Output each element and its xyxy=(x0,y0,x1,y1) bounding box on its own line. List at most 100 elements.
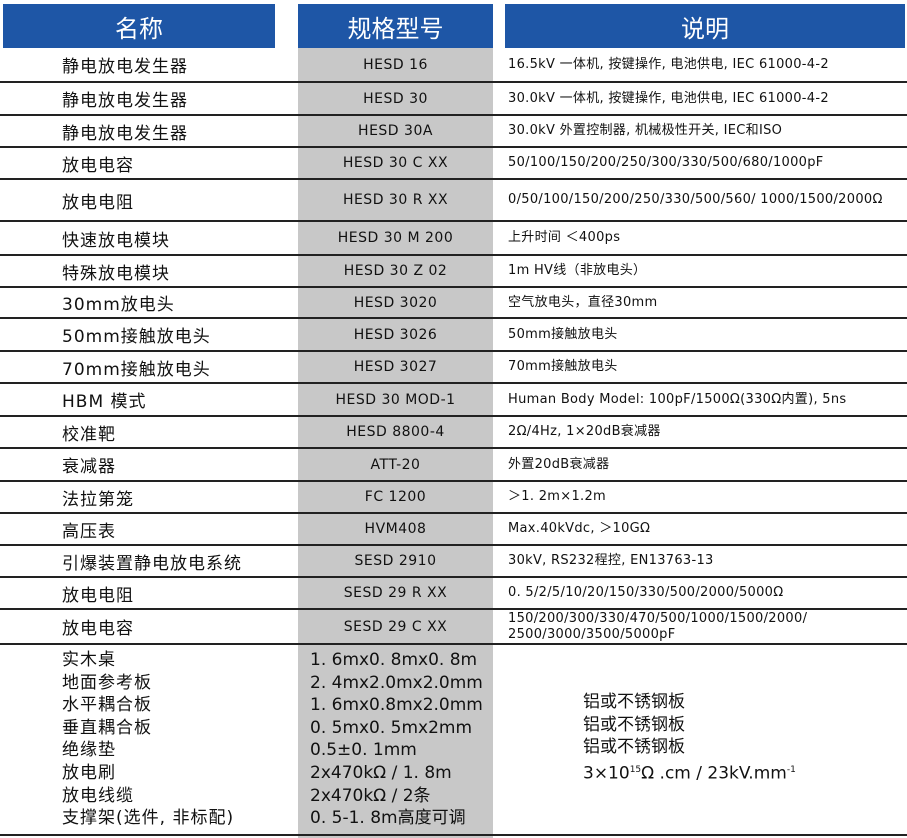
accessory-notes: 铝或不锈钢板 铝或不锈钢板 铝或不锈钢板 3×1015Ω .cm / 23kV.… xyxy=(583,691,796,785)
item-name: 静电放电发生器 xyxy=(62,91,188,111)
item-description: 30kV, RS232程控, EN13763-13 xyxy=(508,553,714,568)
item-model: HESD 3026 xyxy=(353,326,438,343)
table-row: 放电电容 HESD 30 C XX 50/100/150/200/250/300/3… xyxy=(0,148,907,180)
item-name: 放电电阻 xyxy=(62,585,134,606)
table-row: 衰减器 ATT-20 外置20dB衰减器 xyxy=(0,449,907,482)
item-description: 50/100/150/200/250/300/330/500/680/1000p… xyxy=(508,155,824,170)
header-description: 说明 xyxy=(505,4,905,48)
table-row: 静电放电发生器 HESD 16 16.5kV 一体机, 按键操作, 电池供电, IE… xyxy=(0,48,907,83)
item-name: 引爆装置静电放电系统 xyxy=(62,553,242,574)
accessory-spec: 1. 6mx0. 8mx0. 8m xyxy=(310,650,478,670)
item-model: HESD 30 R XX xyxy=(342,192,449,208)
table-row: 放电电阻 HESD 30 R XX 0/50/100/150/200/250/330… xyxy=(0,180,907,222)
item-name: 衰减器 xyxy=(62,457,116,477)
table-row: 静电放电发生器 HESD 30A 30.0kV 外置控制器, 机械极性开关, IEC… xyxy=(0,116,907,148)
item-name: 特殊放电模块 xyxy=(62,263,170,284)
table-row: 法拉第笼 FC 1200 ＞1. 2m×1.2m xyxy=(0,482,907,514)
item-name: 放电电容 xyxy=(62,619,134,639)
item-description: 16.5kV 一体机, 按键操作, 电池供电, IEC 61000-4-2 xyxy=(508,56,829,72)
note: 铝或不锈钢板 xyxy=(583,692,685,712)
item-description: 70mm接触放电头 xyxy=(508,359,618,374)
item-model: SESD 29 R XX xyxy=(343,585,448,601)
item-description: 1m HV线（非放电头） xyxy=(508,263,647,278)
item-description: 50mm接触放电头 xyxy=(508,326,618,342)
item-model: HESD 30 Z 02 xyxy=(343,263,448,279)
accessory-name: 地面参考板 xyxy=(62,672,152,693)
item-description: 30.0kV 外置控制器, 机械极性开关, IEC和ISO xyxy=(508,123,783,138)
table-row: 静电放电发生器 HESD 30 30.0kV 一体机, 按键操作, 电池供电, IE… xyxy=(0,83,907,116)
item-name: 70mm接触放电头 xyxy=(62,359,211,380)
item-name: 法拉第笼 xyxy=(62,489,134,510)
accessory-spec: 2. 4mx2.0mx2.0mm xyxy=(310,672,483,693)
item-name: HBM 模式 xyxy=(62,392,147,412)
item-description: 150/200/300/330/470/500/1000/1500/2000/ … xyxy=(508,610,808,642)
item-model: SESD 29 C XX xyxy=(343,618,448,635)
accessories-row: 实木桌 地面参考板 水平耦合板 垂直耦合板 绝缘垫 放电刷 放电线缆 支撑架(选件, 非标配)… xyxy=(0,645,907,836)
accessory-name: 放电刷 xyxy=(62,762,116,783)
resistivity-note: 3×1015Ω .cm / 23kV.mm-1 xyxy=(583,763,796,784)
item-model: HESD 3027 xyxy=(353,359,438,375)
accessory-names: 实木桌 地面参考板 水平耦合板 垂直耦合板 绝缘垫 放电刷 放电线缆 支撑架(选件, 非标配) xyxy=(62,649,234,830)
accessory-specs: 1. 6mx0. 8mx0. 8m 2. 4mx2.0mx2.0mm 1. 6mx0… xyxy=(310,649,483,830)
table-row: 快速放电模块 HESD 30 M 200 上升时间 ＜400ps xyxy=(0,222,907,256)
item-model: HESD 30 C XX xyxy=(342,155,449,171)
item-description: 2Ω/4Hz, 1×20dB衰减器 xyxy=(508,424,661,439)
accessory-name: 绝缘垫 xyxy=(62,740,116,761)
header-name: 名称 xyxy=(3,4,275,48)
table-row: 30mm放电头 HESD 3020 空气放电头，直径30mm xyxy=(0,288,907,319)
item-model: HESD 30 xyxy=(363,90,428,107)
item-name: 校准靶 xyxy=(62,424,116,445)
item-description: ＞1. 2m×1.2m xyxy=(508,489,607,504)
table-row: 特殊放电模块 HESD 30 Z 02 1m HV线（非放电头） xyxy=(0,256,907,288)
table-row: 校准靶 HESD 8800-4 2Ω/4Hz, 1×20dB衰减器 xyxy=(0,417,907,449)
item-description: 0/50/100/150/200/250/330/500/560/ 1000/1… xyxy=(508,192,883,207)
table-row: 放电电容 SESD 29 C XX 150/200/300/330/470/500/… xyxy=(0,610,907,645)
item-model: HESD 30 M 200 xyxy=(337,230,454,246)
accessory-spec: 1. 6mx0.8mx2.0mm xyxy=(310,695,483,716)
table-row: 放电电阻 SESD 29 R XX 0. 5/2/5/10/20/150/330/5… xyxy=(0,578,907,610)
accessory-name: 实木桌 xyxy=(62,650,116,670)
item-name: 静电放电发生器 xyxy=(62,123,188,144)
item-name: 放电电容 xyxy=(62,155,134,176)
accessory-name: 放电线缆 xyxy=(62,785,134,806)
accessory-spec: 2x470kΩ / 1. 8m xyxy=(310,762,452,783)
accessory-spec: 0. 5-1. 8m高度可调 xyxy=(310,808,466,829)
item-model: FC 1200 xyxy=(364,489,427,505)
item-description: 空气放电头，直径30mm xyxy=(508,294,658,310)
table-row: 引爆装置静电放电系统 SESD 2910 30kV, RS232程控, EN1376… xyxy=(0,546,907,578)
accessory-name: 水平耦合板 xyxy=(62,695,152,716)
note: 铝或不锈钢板 xyxy=(583,737,685,758)
table-row: 高压表 HVM408 Max.40kVdc, ＞10GΩ xyxy=(0,514,907,546)
item-description: 外置20dB衰减器 xyxy=(508,456,610,472)
item-name: 静电放电发生器 xyxy=(62,57,188,77)
item-description: 上升时间 ＜400ps xyxy=(508,230,621,245)
header-model: 规格型号 xyxy=(298,4,493,48)
table-row: 70mm接触放电头 HESD 3027 70mm接触放电头 xyxy=(0,352,907,384)
item-name: 高压表 xyxy=(62,521,116,542)
item-name: 放电电阻 xyxy=(62,192,134,213)
item-description: Human Body Model: 100pF/1500Ω(330Ω内置), 5… xyxy=(508,391,847,407)
item-model: HVM408 xyxy=(364,521,427,537)
accessory-name: 垂直耦合板 xyxy=(62,717,152,738)
item-model: HESD 30 MOD-1 xyxy=(335,391,456,408)
item-description: 30.0kV 一体机, 按键操作, 电池供电, IEC 61000-4-2 xyxy=(508,90,829,106)
accessory-spec: 0.5±0. 1mm xyxy=(310,740,417,761)
accessory-spec: 2x470kΩ / 2条 xyxy=(310,785,431,806)
item-model: HESD 16 xyxy=(363,56,428,73)
table-row: 50mm接触放电头 HESD 3026 50mm接触放电头 xyxy=(0,319,907,352)
item-model: SESD 2910 xyxy=(354,553,437,569)
item-description: Max.40kVdc, ＞10GΩ xyxy=(508,521,651,536)
note: 铝或不锈钢板 xyxy=(583,714,685,735)
item-name: 50mm接触放电头 xyxy=(62,327,211,347)
item-model: HESD 3020 xyxy=(353,294,438,311)
item-model: HESD 8800-4 xyxy=(346,424,445,440)
item-description: 0. 5/2/5/10/20/150/330/500/2000/5000Ω xyxy=(508,585,784,600)
table-row: HBM 模式 HESD 30 MOD-1 Human Body Model: 100… xyxy=(0,384,907,417)
item-model: HESD 30A xyxy=(358,123,433,139)
item-name: 快速放电模块 xyxy=(62,230,170,251)
item-model: ATT-20 xyxy=(370,456,421,473)
item-name: 30mm放电头 xyxy=(62,295,175,315)
accessory-name: 支撑架(选件, 非标配) xyxy=(62,808,235,829)
accessory-spec: 0. 5mx0. 5mx2mm xyxy=(310,717,473,738)
